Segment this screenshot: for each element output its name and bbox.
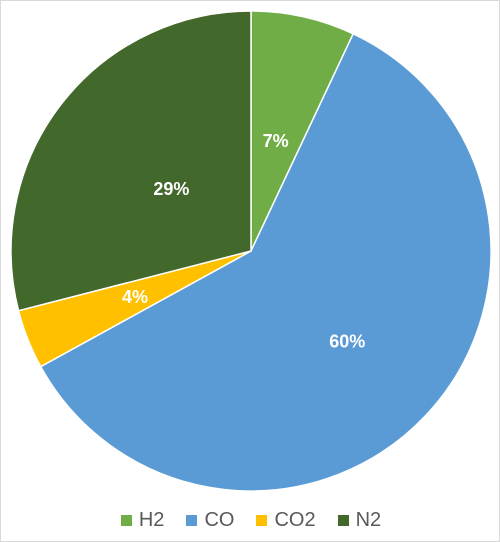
slice-label-h2: 7% bbox=[263, 131, 289, 151]
legend-item-n2: N2 bbox=[337, 508, 382, 532]
pie-slice-n2 bbox=[10, 10, 252, 312]
legend-swatch-co2 bbox=[256, 514, 268, 526]
slice-label-n2: 29% bbox=[153, 179, 189, 199]
legend-label-n2: N2 bbox=[355, 508, 382, 531]
legend: H2 CO CO2 N2 bbox=[1, 506, 500, 534]
slice-label-co: 60% bbox=[329, 331, 365, 351]
legend-item-co2: CO2 bbox=[256, 508, 316, 532]
legend-label-co: CO bbox=[204, 508, 235, 531]
pie-slice-co bbox=[39, 32, 492, 492]
legend-label-co2: CO2 bbox=[274, 508, 316, 531]
slice-label-co2: 4% bbox=[122, 287, 148, 307]
pie-slice-h2 bbox=[250, 10, 355, 252]
legend-label-h2: H2 bbox=[138, 508, 165, 531]
legend-item-co: CO bbox=[186, 509, 234, 532]
legend-swatch-co bbox=[186, 514, 198, 526]
pie-chart: 7% 60% 4% 29% bbox=[10, 10, 492, 492]
legend-item-h2: H2 bbox=[120, 508, 165, 532]
legend-swatch-n2 bbox=[337, 514, 349, 526]
legend-swatch-h2 bbox=[120, 514, 132, 526]
